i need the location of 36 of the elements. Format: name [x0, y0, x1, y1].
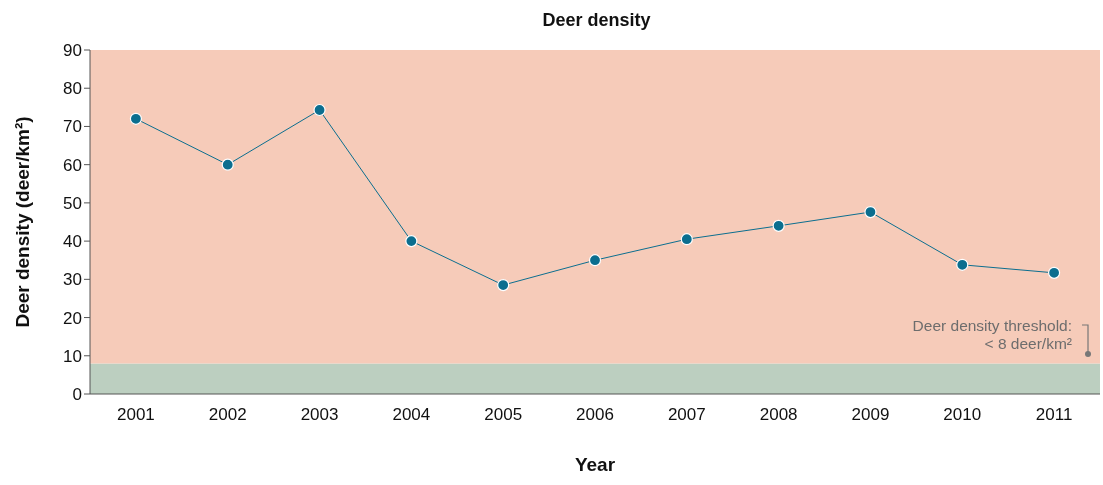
x-tick-label: 2009: [851, 405, 890, 425]
point: [221, 158, 234, 171]
point: [864, 205, 877, 219]
y-axis-title: Deer density (deer/km²): [11, 116, 33, 328]
x-tick-label: 2006: [576, 405, 614, 425]
x-tick-label: 2010: [943, 405, 982, 425]
y-tick-label: 0: [72, 385, 82, 405]
x-tick-label: 2007: [667, 405, 706, 425]
x-tick-label: 2003: [300, 405, 339, 425]
y-tick-label: 20: [63, 308, 82, 328]
chart-title: Deer density: [541, 10, 652, 31]
x-tick-label: 2004: [392, 405, 431, 425]
x-tick-label: 2008: [759, 405, 798, 425]
y-tick-label: 10: [63, 346, 82, 366]
x-tick-label: 2005: [484, 405, 523, 425]
x-tick-label: 2001: [117, 405, 155, 425]
point: [129, 112, 143, 125]
point: [313, 103, 326, 117]
y-tick-label: 40: [63, 232, 82, 252]
point: [680, 233, 693, 246]
x-tick-label: 2002: [208, 405, 247, 425]
y-tick-label: 90: [63, 41, 82, 61]
y-tick-label: 80: [63, 79, 82, 99]
point: [497, 278, 510, 292]
y-tick-label: 70: [63, 117, 82, 137]
x-tick-label: 2011: [1035, 405, 1073, 425]
point: [956, 258, 969, 271]
point: [405, 235, 418, 248]
point: [772, 219, 785, 232]
y-tick-label: 60: [63, 155, 82, 175]
point: [588, 254, 602, 267]
x-axis-title: Year: [574, 454, 616, 475]
y-tick-label: 30: [63, 270, 82, 290]
annotation: Deer density threshold: < 8 deer/km²: [911, 317, 1072, 354]
y-tick-label: 50: [63, 193, 82, 213]
point: [1047, 266, 1061, 279]
